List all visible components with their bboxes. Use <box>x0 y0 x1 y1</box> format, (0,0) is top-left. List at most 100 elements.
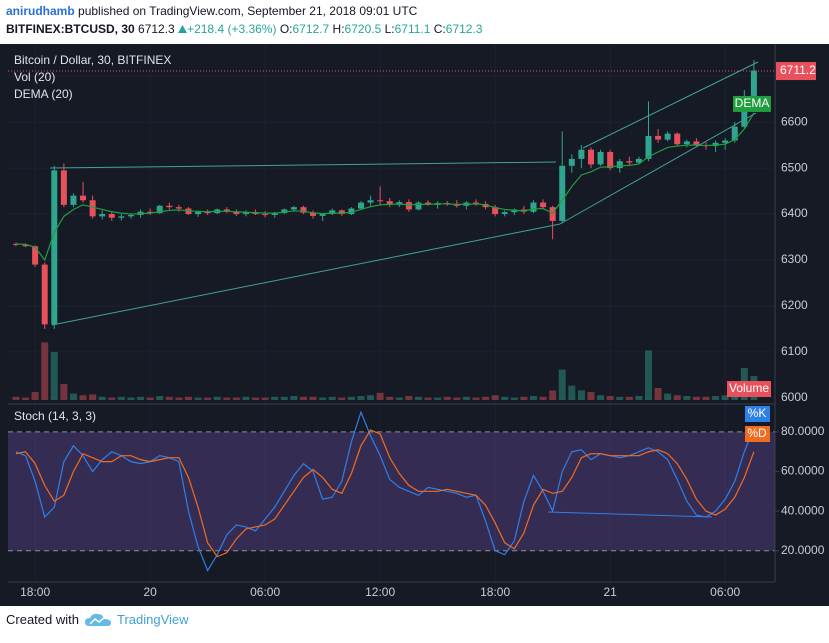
volume-bar <box>501 396 509 400</box>
y-tick-label: 6500 <box>781 160 808 174</box>
volume-bar <box>98 396 106 400</box>
x-tick-label: 18:00 <box>20 585 50 599</box>
candle-body <box>540 202 547 208</box>
volume-bar <box>41 342 49 400</box>
candle-body <box>329 210 336 215</box>
stoch-band <box>8 431 775 551</box>
x-tick-label: 06:00 <box>250 585 280 599</box>
volume-bar <box>692 396 700 400</box>
last-price-label: 6711.2 <box>780 63 816 77</box>
candle-body <box>300 207 307 213</box>
x-tick-label: 20 <box>143 585 157 599</box>
volume-bar <box>606 396 614 400</box>
y-tick-label: 6300 <box>781 252 808 266</box>
volume-bar <box>625 396 633 400</box>
x-tick-label: 12:00 <box>365 585 395 599</box>
y-tick-label: 20.0000 <box>781 543 825 557</box>
candle-body <box>166 205 173 208</box>
candle-body <box>549 207 556 221</box>
volume-bar <box>79 395 87 400</box>
author[interactable]: anirudhamb <box>6 4 75 18</box>
volume-bar <box>319 397 327 400</box>
stoch-trendline <box>547 511 713 518</box>
volume-bar <box>405 396 413 400</box>
y-tick-label: 6200 <box>781 298 808 312</box>
volume-bar <box>712 396 720 400</box>
ohlc-o: 6712.7 <box>292 22 330 36</box>
ohlc-l: 6711.1 <box>394 22 431 36</box>
candle-body <box>683 141 690 145</box>
legend-badge <box>745 426 770 442</box>
trendline <box>49 161 557 169</box>
volume-bar <box>462 396 470 400</box>
candle-body <box>175 207 182 209</box>
candle-body <box>348 208 355 215</box>
volume-bar <box>137 396 145 400</box>
volume-label: Volume <box>729 381 769 395</box>
volume-bar <box>12 396 20 400</box>
ohlc-l-label: L: <box>384 22 395 36</box>
chart-background <box>0 44 829 606</box>
candle-body <box>41 264 48 325</box>
ohlc-h-label: H: <box>332 22 345 36</box>
candle-body <box>233 211 240 215</box>
volume-bar <box>357 396 365 400</box>
trendline <box>559 112 757 225</box>
volume-bar <box>271 396 279 400</box>
volume-bar <box>472 397 480 400</box>
brand[interactable]: TradingView <box>116 612 189 627</box>
volume-bar <box>117 396 125 400</box>
volume-bar <box>386 396 394 400</box>
candle-body <box>319 214 326 216</box>
volume-bar <box>654 388 662 400</box>
volume-bar <box>213 396 221 400</box>
candle-body <box>626 161 633 163</box>
y-tick-label: 6600 <box>781 114 808 128</box>
y-tick-label: 6100 <box>781 344 808 358</box>
candle-body <box>501 212 508 215</box>
candle-body <box>310 212 317 216</box>
volume-bar <box>223 397 231 400</box>
candle-body <box>118 216 125 218</box>
volume-bar <box>577 390 585 400</box>
candle-body <box>290 207 297 210</box>
dema-line <box>15 112 755 262</box>
volume-bar <box>175 397 183 400</box>
up-arrow <box>178 25 188 33</box>
volume-bar <box>549 390 557 400</box>
ohlc-c: 6712.3 <box>445 22 483 36</box>
y-tick-label: 80.0000 <box>781 424 825 438</box>
volume-bar <box>338 397 346 400</box>
volume-bar <box>597 395 605 400</box>
x-tick-label: 06:00 <box>710 585 740 599</box>
y-tick-label: 6000 <box>781 390 808 404</box>
candle-body <box>712 142 719 147</box>
volume-bar <box>146 397 154 400</box>
volume-bar <box>280 396 288 400</box>
trendline <box>582 61 759 149</box>
candle-body <box>281 209 288 214</box>
chart: 6000610062006300640065006600670018:00200… <box>0 44 829 606</box>
legend-badge <box>745 406 770 422</box>
candle-body <box>242 212 249 215</box>
ohlc-c-label: C: <box>433 22 446 36</box>
candle-body <box>70 195 77 205</box>
ohlc-o-label: O: <box>279 22 293 36</box>
candle-body <box>750 70 757 100</box>
candle-body <box>156 205 163 214</box>
x-tick-label: 21 <box>603 585 617 599</box>
candle-body <box>568 158 575 166</box>
volume-bar <box>22 397 30 400</box>
volume-bar <box>414 396 422 400</box>
volume-bar <box>232 397 240 400</box>
candle-body <box>22 244 29 247</box>
candle-body <box>405 202 412 210</box>
candle-body <box>616 161 623 169</box>
footer: Created with TradingView <box>6 612 189 627</box>
volume-bar <box>367 395 375 400</box>
volume-legend: Vol (20) <box>14 70 55 84</box>
published: published on TradingView.com, September … <box>78 4 418 18</box>
candle-body <box>587 149 594 165</box>
volume-bar <box>204 397 212 400</box>
